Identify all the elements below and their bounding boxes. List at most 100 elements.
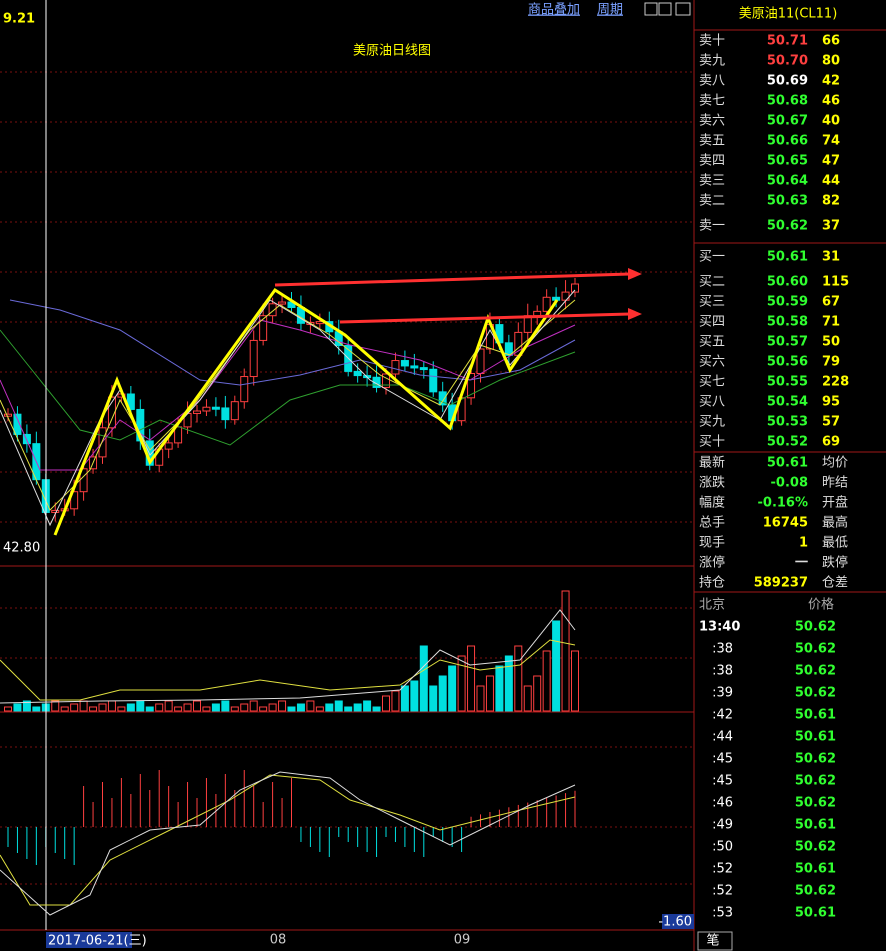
chart-title: 美原油日线图 [353, 44, 431, 59]
tick-price: 50.62 [795, 664, 836, 679]
bid-price: 50.56 [767, 355, 808, 370]
ask-price: 50.67 [767, 114, 808, 129]
stat-value: 589237 [754, 576, 808, 591]
volume-bar [552, 620, 561, 712]
volume-bar [249, 700, 258, 712]
ask-volume: 82 [822, 194, 840, 209]
bid-label: 买七 [699, 375, 725, 390]
stat-label: 跌停 [822, 555, 848, 571]
tab[interactable] [697, 931, 733, 951]
tick-time: :50 [712, 840, 733, 855]
bid-volume: 228 [822, 375, 849, 390]
tab-label[interactable]: 笔 [706, 933, 719, 949]
candle [429, 368, 438, 393]
bid-label: 买四 [699, 315, 725, 330]
candle [467, 373, 476, 399]
button[interactable] [675, 2, 691, 16]
stat-label: 最新 [699, 455, 725, 471]
grid [0, 71, 694, 885]
bid-price: 50.52 [767, 435, 808, 450]
tick-time: :38 [712, 664, 733, 679]
ask-volume: 42 [822, 74, 840, 89]
button[interactable] [658, 2, 672, 16]
candle [438, 391, 447, 406]
tick-header: 北京 [699, 598, 725, 613]
volume-bar [438, 675, 447, 712]
tick-price: 50.61 [795, 730, 836, 745]
button[interactable] [644, 2, 658, 16]
volume-bar [353, 703, 362, 712]
bid-label: 买九 [699, 415, 725, 430]
volume-bar [211, 703, 220, 712]
tick-time: :52 [712, 884, 733, 899]
volume-bar [230, 706, 239, 712]
ask-label: 卖九 [699, 54, 725, 69]
candle [391, 360, 400, 375]
ask-price: 50.65 [767, 154, 808, 169]
stat-label: 最高 [822, 515, 848, 531]
stat-value: 一 [795, 556, 808, 571]
volume-bar [13, 703, 22, 712]
bid-volume: 71 [822, 315, 840, 330]
price-label: 9.21 [3, 12, 35, 27]
link[interactable]: 商品叠加 [528, 3, 580, 18]
tick-price: 50.62 [795, 774, 836, 789]
candle [4, 413, 12, 417]
ask-price: 50.64 [767, 174, 808, 189]
stat-label: 开盘 [822, 495, 848, 511]
volume-bar [391, 690, 400, 712]
bid-label: 买十 [699, 435, 725, 450]
volume-bar [363, 700, 372, 712]
ask-volume: 40 [822, 114, 840, 129]
stat-label: 涨停 [699, 555, 725, 571]
stat-value: -0.16% [758, 496, 809, 511]
volume-bar [344, 706, 353, 712]
volume-bar [70, 703, 79, 712]
volume-bar [60, 706, 69, 712]
volume-bar [325, 703, 334, 712]
bid-price: 50.59 [767, 295, 808, 310]
stat-value: 1 [799, 536, 808, 551]
volume-bar [32, 706, 41, 712]
volume-bar [571, 650, 579, 712]
bid-price: 50.57 [767, 335, 808, 350]
ask-label: 卖四 [699, 154, 725, 169]
date-label: 2017-06-21(三) [48, 934, 147, 949]
candle [174, 426, 183, 444]
volume-bar [117, 706, 126, 712]
candle [571, 283, 579, 293]
bid-label: 买五 [699, 335, 725, 350]
stat-label: 持仓 [699, 576, 725, 591]
ask-volume: 37 [822, 219, 840, 234]
candle [561, 291, 570, 301]
ask-price: 50.62 [767, 219, 808, 234]
bid-price: 50.55 [767, 375, 808, 390]
volume-bar [561, 590, 570, 712]
candle [410, 365, 419, 369]
volume-bar [400, 685, 409, 712]
tick-time: :38 [712, 642, 733, 657]
candle [268, 303, 277, 317]
volume-bar [542, 650, 551, 712]
ask-price: 50.69 [767, 74, 808, 89]
candle [400, 360, 409, 367]
candles [4, 278, 579, 865]
bid-label: 买一 [699, 250, 725, 265]
tick-price: 50.62 [795, 840, 836, 855]
stat-label: 均价 [822, 456, 848, 471]
volume-bar [315, 706, 324, 712]
bid-volume: 115 [822, 275, 849, 290]
stat-label: 现手 [699, 536, 725, 551]
volume-bar [155, 703, 164, 712]
volume-bar [89, 706, 98, 712]
tick-time: :46 [712, 796, 733, 811]
tick-time: :53 [712, 906, 733, 921]
link[interactable]: 周期 [597, 3, 623, 18]
ask-label: 卖二 [699, 194, 725, 209]
volume-bar [457, 655, 466, 712]
candle [164, 442, 173, 450]
tick-price: 50.62 [795, 752, 836, 767]
volume-bar [183, 703, 192, 712]
ask-price: 50.63 [767, 194, 808, 209]
